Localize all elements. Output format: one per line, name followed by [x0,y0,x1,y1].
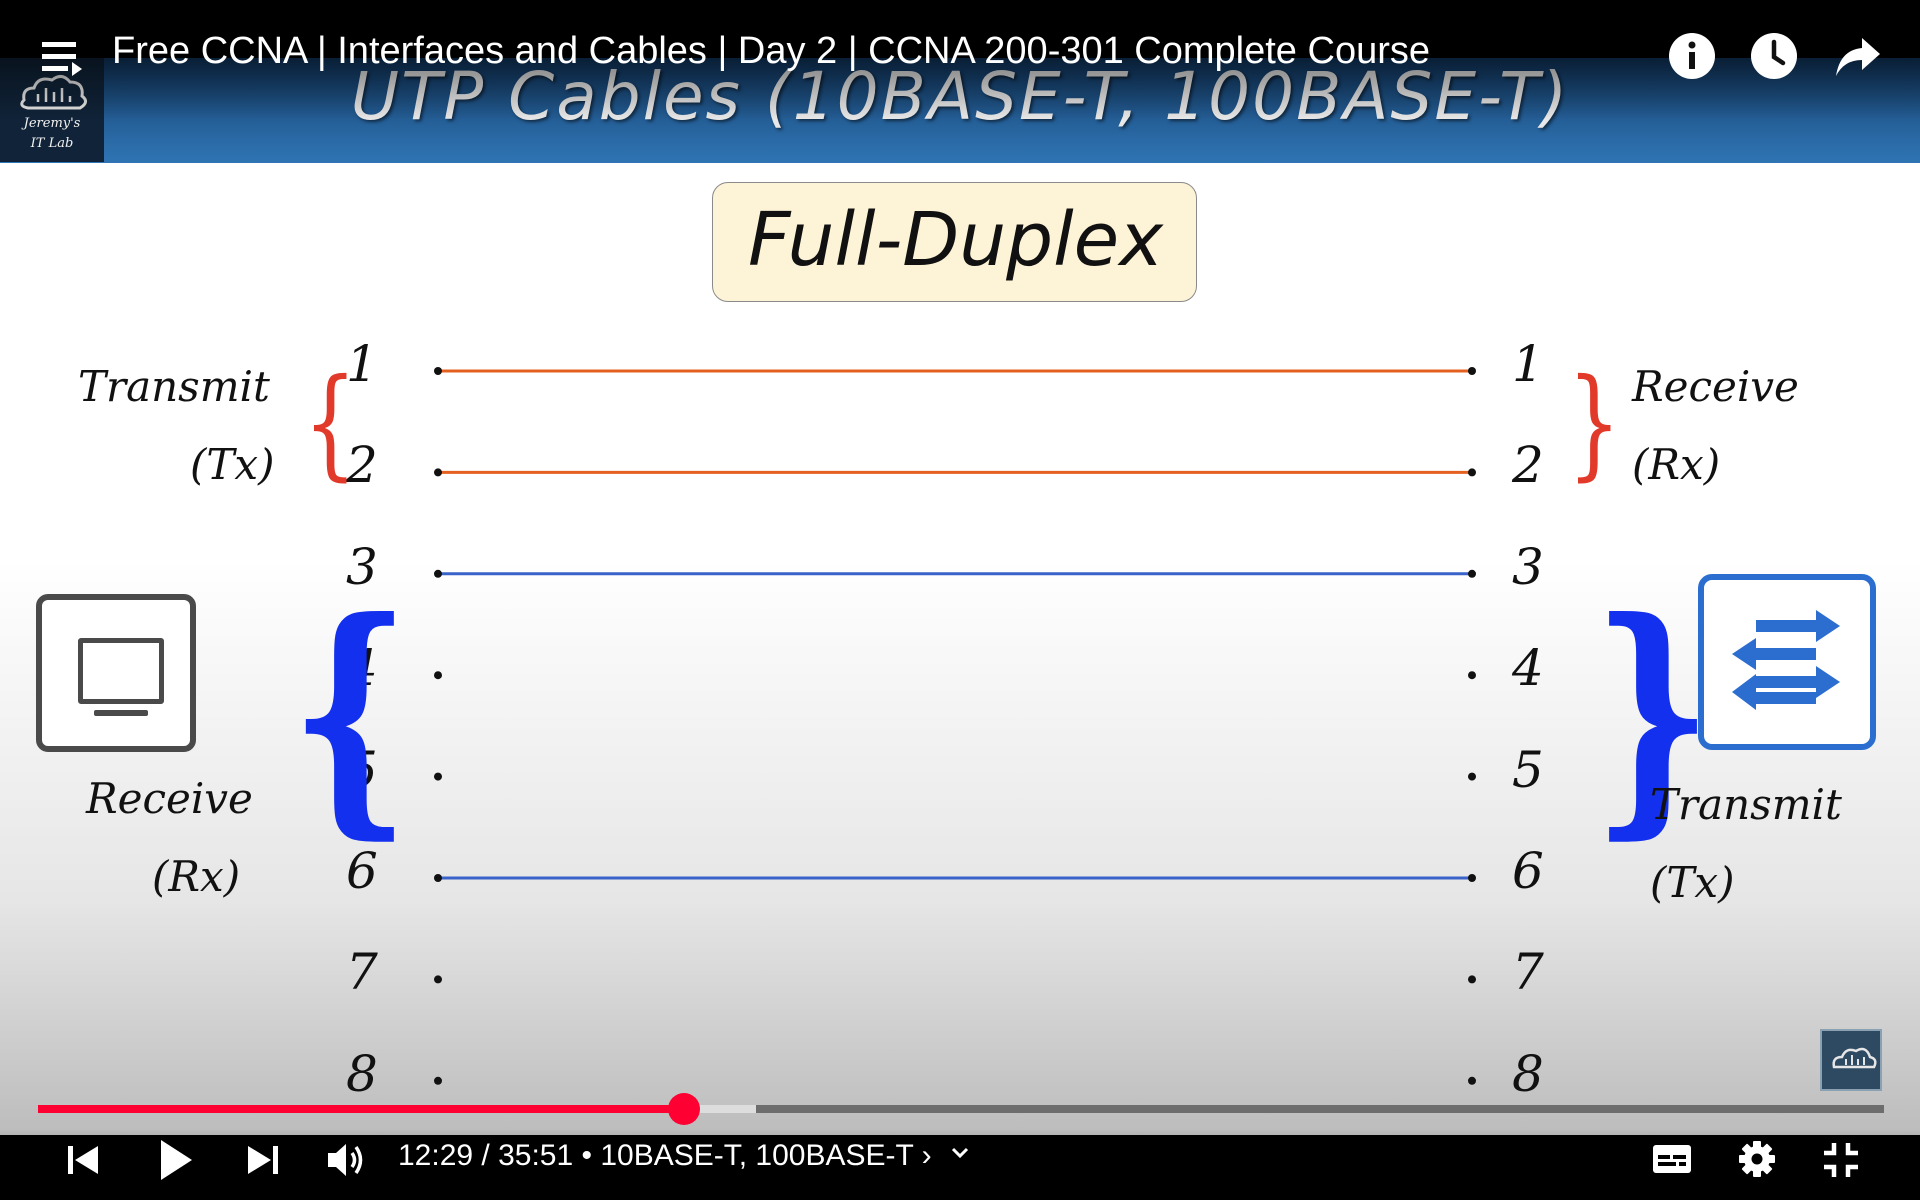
progress-bar[interactable] [38,1093,1884,1125]
right-pin-dot-6 [1468,874,1476,882]
video-title[interactable]: Free CCNA | Interfaces and Cables | Day … [112,30,1430,72]
left-pin-1: 1 [346,335,378,393]
right-pin-5: 5 [1512,740,1544,799]
right-pin-dot-1 [1468,367,1476,375]
right-pin-6: 6 [1512,842,1544,900]
top-black-band [0,0,1920,58]
left-receive-abbr: (Rx) [152,852,241,901]
clock-icon[interactable] [1750,32,1798,80]
left-rx-brace: { [290,566,411,860]
left-tx-brace: { [303,354,357,493]
left-pin-8: 8 [346,1044,378,1103]
volume-icon[interactable] [326,1141,366,1179]
right-pin-dot-5 [1468,772,1476,781]
playlist-icon[interactable] [42,40,84,76]
left-transmit-abbr: (Tx) [190,440,275,489]
time-separator: / [473,1139,499,1172]
right-pin-3: 3 [1512,537,1544,596]
mode-box: Full-Duplex [712,182,1197,302]
next-icon[interactable] [246,1143,280,1177]
left-pin-dot-5 [434,772,442,781]
chapter-separator: • [573,1139,601,1172]
left-pin-dot-6 [434,874,442,882]
left-transmit-label: Transmit [78,362,270,411]
left-pin-dot-2 [434,468,442,477]
right-receive-abbr: (Rx) [1632,440,1721,489]
current-time: 12:29 [398,1139,474,1172]
chevron-down-icon[interactable] [950,1145,970,1161]
right-transmit-label: Transmit [1650,780,1842,829]
left-pin-dot-3 [434,569,442,578]
right-pin-1: 1 [1512,335,1544,393]
exit-fullscreen-icon[interactable] [1822,1141,1860,1179]
logo-line2: IT Lab [30,136,74,151]
left-pin-6: 6 [346,842,378,900]
left-pin-dot-7 [434,975,442,984]
share-icon[interactable] [1834,32,1882,80]
right-receive-label: Receive [1632,362,1799,411]
right-pin-dot-4 [1468,671,1476,680]
chapter-title[interactable]: 10BASE-T, 100BASE-T [600,1139,914,1172]
switch-icon [1698,574,1876,750]
pc-icon [36,594,196,752]
right-pin-dot-2 [1468,468,1476,477]
left-receive-label: Receive [86,774,253,823]
time-display: 12:29 / 35:51 • 10BASE-T, 100BASE-T › [398,1139,932,1173]
left-pin-2: 2 [346,436,378,495]
progress-scrubber[interactable] [668,1093,701,1125]
duration: 35:51 [498,1139,574,1172]
left-pin-dot-4 [434,671,442,680]
right-pin-dot-7 [1468,975,1476,984]
left-pin-dot-8 [434,1076,442,1085]
progress-played [38,1105,685,1113]
right-pin-7: 7 [1512,943,1544,1002]
info-icon[interactable] [1668,32,1716,80]
chapter-chevron[interactable]: › [921,1139,932,1172]
mode-label: Full-Duplex [747,197,1164,283]
right-transmit-abbr: (Tx) [1650,858,1735,907]
right-rx-brace: } [1567,354,1621,493]
left-pin-7: 7 [346,943,378,1002]
left-pin-4: 4 [346,639,378,698]
previous-icon[interactable] [66,1143,100,1177]
right-pin-4: 4 [1512,639,1544,698]
play-icon[interactable] [158,1138,194,1182]
channel-watermark[interactable] [1820,1029,1882,1091]
right-pin-2: 2 [1512,436,1544,495]
right-tx-brace: } [1592,566,1713,860]
left-pin-5: 5 [346,740,378,799]
left-pin-dot-1 [434,367,442,375]
right-pin-8: 8 [1512,1044,1544,1103]
progress-unplayed [38,1105,1884,1113]
control-bar [0,1135,1920,1200]
right-pin-dot-8 [1468,1076,1476,1085]
right-pin-dot-3 [1468,569,1476,578]
left-pin-3: 3 [346,537,378,596]
captions-icon[interactable] [1652,1143,1692,1175]
gear-icon[interactable] [1738,1140,1776,1178]
